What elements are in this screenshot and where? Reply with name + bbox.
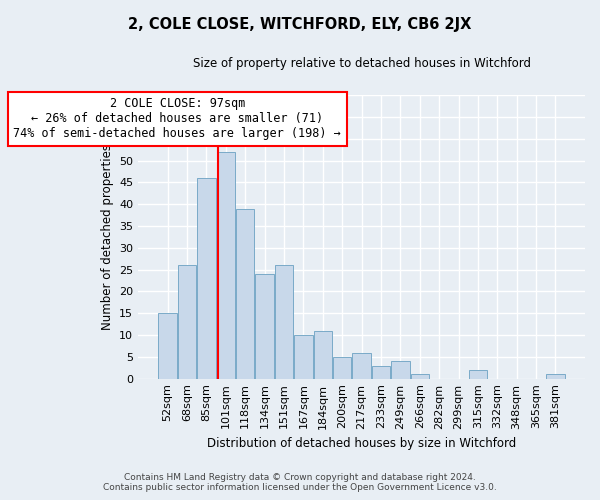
Bar — [469, 370, 487, 378]
Bar — [275, 266, 293, 378]
Text: Contains HM Land Registry data © Crown copyright and database right 2024.
Contai: Contains HM Land Registry data © Crown c… — [103, 473, 497, 492]
Bar — [236, 208, 254, 378]
X-axis label: Distribution of detached houses by size in Witchford: Distribution of detached houses by size … — [207, 437, 516, 450]
Bar — [352, 352, 371, 378]
Text: 2, COLE CLOSE, WITCHFORD, ELY, CB6 2JX: 2, COLE CLOSE, WITCHFORD, ELY, CB6 2JX — [128, 18, 472, 32]
Bar — [333, 357, 352, 378]
Bar — [178, 266, 196, 378]
Bar — [314, 330, 332, 378]
Title: Size of property relative to detached houses in Witchford: Size of property relative to detached ho… — [193, 58, 530, 70]
Bar — [158, 314, 177, 378]
Bar — [294, 335, 313, 378]
Bar — [372, 366, 390, 378]
Y-axis label: Number of detached properties: Number of detached properties — [101, 144, 113, 330]
Bar — [197, 178, 215, 378]
Bar — [410, 374, 429, 378]
Bar — [391, 361, 410, 378]
Bar — [217, 152, 235, 378]
Bar — [546, 374, 565, 378]
Bar — [256, 274, 274, 378]
Text: 2 COLE CLOSE: 97sqm
← 26% of detached houses are smaller (71)
74% of semi-detach: 2 COLE CLOSE: 97sqm ← 26% of detached ho… — [13, 98, 341, 140]
